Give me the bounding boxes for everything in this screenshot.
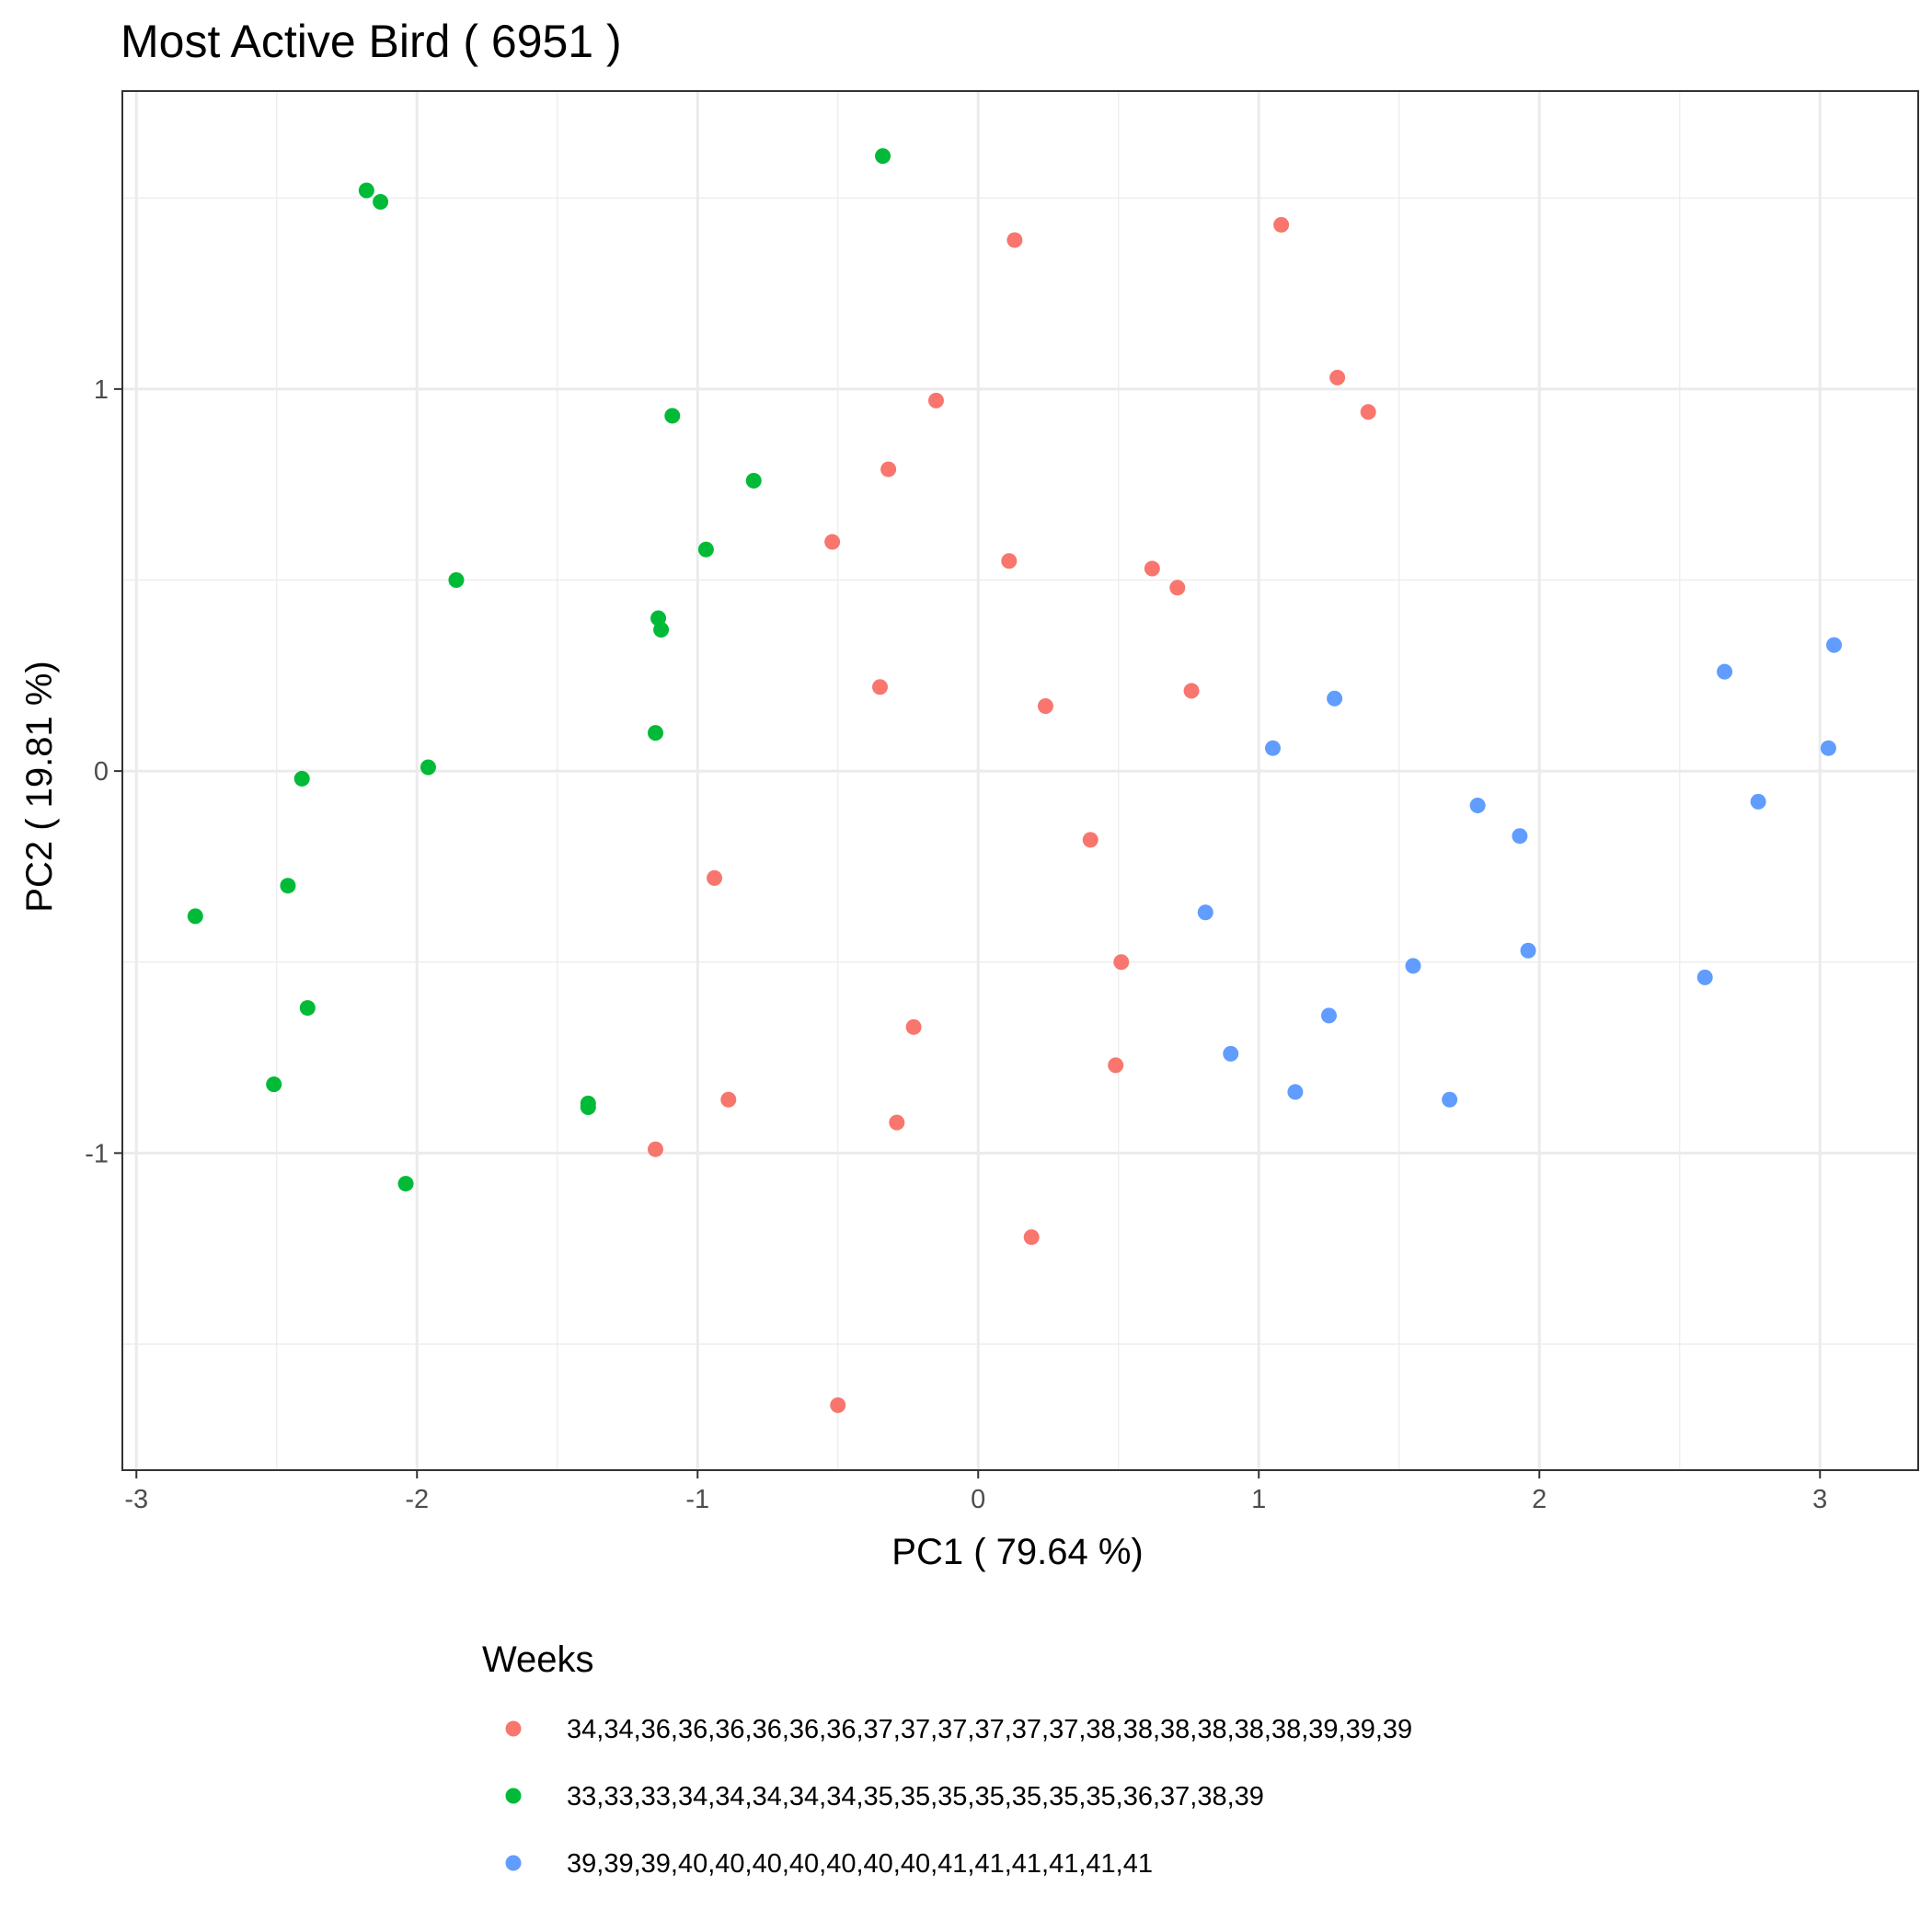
legend-key-series-3 <box>505 1855 522 1871</box>
data-point-series-2 <box>580 1099 596 1116</box>
data-point-series-1 <box>1108 1057 1124 1074</box>
x-axis: -3 -2 -1 0 1 2 3 <box>124 1470 1827 1514</box>
x-axis-title: PC1 ( 79.64 %) <box>891 1532 1143 1572</box>
y-axis-title: PC2 ( 19.81 %) <box>19 661 60 912</box>
legend-title: Weeks <box>482 1639 594 1680</box>
data-point-series-1 <box>1183 683 1200 699</box>
data-point-series-3 <box>1327 690 1343 707</box>
data-point-series-1 <box>1273 216 1290 233</box>
x-tick-label: -3 <box>124 1485 148 1514</box>
data-point-series-1 <box>1169 580 1186 596</box>
data-point-series-2 <box>745 473 762 489</box>
data-point-series-2 <box>373 193 389 210</box>
legend-key-series-1 <box>505 1720 522 1737</box>
y-tick-label: 1 <box>94 375 109 405</box>
data-point-series-2 <box>653 621 670 638</box>
legend-label-series-1: 34,34,36,36,36,36,36,36,37,37,37,37,37,3… <box>567 1715 1412 1744</box>
data-point-series-2 <box>875 148 891 165</box>
data-point-series-1 <box>872 679 888 696</box>
data-point-series-2 <box>299 1000 316 1017</box>
data-point-series-3 <box>1287 1084 1304 1100</box>
data-point-series-1 <box>1023 1229 1040 1246</box>
data-point-series-1 <box>720 1091 737 1108</box>
data-point-series-2 <box>397 1176 414 1192</box>
panel-border <box>121 90 1919 1471</box>
data-point-series-1 <box>648 1141 663 1157</box>
data-point-series-3 <box>1820 740 1836 756</box>
data-point-series-1 <box>1329 369 1346 385</box>
data-point-series-3 <box>1696 969 1713 985</box>
plot-panel <box>121 90 1919 1471</box>
data-point-series-1 <box>1001 553 1018 569</box>
data-point-series-1 <box>1037 698 1053 715</box>
data-point-series-3 <box>1520 942 1536 959</box>
data-point-series-1 <box>1144 560 1160 577</box>
data-point-series-1 <box>928 392 944 408</box>
data-point-series-2 <box>280 878 296 894</box>
data-point-series-3 <box>1750 793 1766 810</box>
data-point-series-2 <box>358 182 374 199</box>
legend-items: 34,34,36,36,36,36,36,36,37,37,37,37,37,3… <box>505 1715 1412 1879</box>
x-tick-label: -2 <box>405 1485 429 1514</box>
data-point-series-1 <box>707 869 723 886</box>
minor-gridlines <box>122 91 1918 1470</box>
data-point-series-3 <box>1717 663 1733 680</box>
data-point-series-3 <box>1405 958 1421 974</box>
x-tick-label: 2 <box>1532 1485 1547 1514</box>
data-point-series-2 <box>648 725 663 742</box>
x-tick-label: -1 <box>685 1485 709 1514</box>
data-point-series-1 <box>1113 954 1130 971</box>
legend-key-series-2 <box>505 1788 522 1804</box>
data-point-series-1 <box>889 1114 905 1131</box>
x-tick-label: 3 <box>1812 1485 1827 1514</box>
y-tick-label: -1 <box>85 1139 109 1168</box>
x-tick-label: 0 <box>971 1485 985 1514</box>
data-point-series-1 <box>1006 232 1023 248</box>
data-point-series-3 <box>1826 637 1842 653</box>
x-tick-label: 1 <box>1251 1485 1266 1514</box>
data-point-series-3 <box>1512 828 1528 845</box>
data-points <box>187 148 1842 1413</box>
data-point-series-2 <box>420 759 436 776</box>
data-point-series-3 <box>1442 1091 1458 1108</box>
data-point-series-3 <box>1197 904 1213 921</box>
data-point-series-2 <box>293 770 310 787</box>
data-point-series-1 <box>905 1018 922 1035</box>
data-point-series-3 <box>1469 797 1486 813</box>
data-point-series-1 <box>1360 404 1376 420</box>
chart-title: Most Active Bird ( 6951 ) <box>121 16 622 67</box>
data-point-series-3 <box>1321 1007 1337 1024</box>
legend: Weeks 34,34,36,36,36,36,36,36,37,37,37,3… <box>482 1639 1412 1879</box>
data-point-series-2 <box>448 572 465 589</box>
data-point-series-1 <box>1082 832 1098 848</box>
data-point-series-2 <box>697 541 714 558</box>
data-point-series-1 <box>830 1397 846 1413</box>
data-point-series-2 <box>664 408 681 424</box>
data-point-series-3 <box>1223 1045 1239 1062</box>
data-point-series-2 <box>266 1076 282 1093</box>
data-point-series-2 <box>187 908 203 925</box>
legend-label-series-3: 39,39,39,40,40,40,40,40,40,40,41,41,41,4… <box>567 1849 1153 1879</box>
legend-label-series-2: 33,33,33,34,34,34,34,34,35,35,35,35,35,3… <box>567 1782 1264 1811</box>
y-axis: -1 0 1 <box>85 375 122 1168</box>
data-point-series-3 <box>1265 740 1281 756</box>
y-tick-label: 0 <box>94 757 109 787</box>
data-point-series-1 <box>880 461 897 477</box>
data-point-series-1 <box>824 534 841 550</box>
